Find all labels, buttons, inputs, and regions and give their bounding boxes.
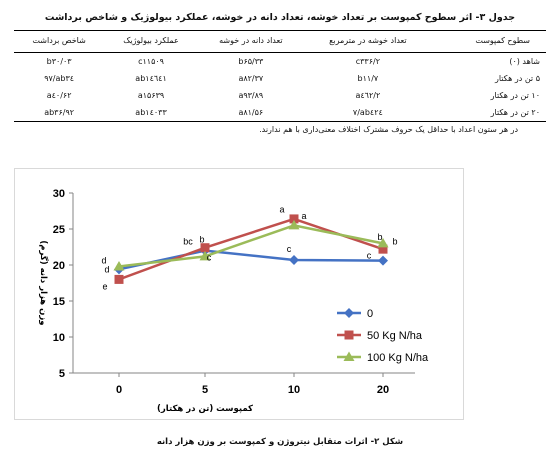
y-tick-label: 20 <box>53 260 65 272</box>
y-axis-label: وزن هزار دانه (گرم) <box>38 240 49 325</box>
table-cell: a٤٦۲/۲ <box>355 90 381 100</box>
significance-letter: c <box>287 244 292 254</box>
table-cell: ab۳٤/۹۷ <box>44 73 75 83</box>
results-table: سطوح کمپوست تعداد خوشه در مترمربع تعداد … <box>14 30 546 122</box>
significance-letter: e <box>102 281 107 291</box>
data-point <box>199 250 211 261</box>
y-tick-label: 5 <box>59 368 65 380</box>
data-point <box>114 274 124 284</box>
figure-caption: شکل ۲- اثرات متقابل نیتروژن و کمپوست بر … <box>156 437 404 447</box>
legend-label: 50 Kg N/ha <box>367 330 423 342</box>
x-tick-label: 0 <box>116 384 122 396</box>
data-point <box>378 244 388 254</box>
table-cell: a۹۳/۸۹ <box>238 90 264 100</box>
data-point <box>200 243 210 253</box>
table-cell: b۱۱/۷ <box>357 73 379 83</box>
table-row: ۲۰ تن در هکتار ab٤۲٤/۷ a۸۱/۵۶ ab۱٤۰۳۳ ab… <box>14 104 546 122</box>
legend-marker <box>344 308 354 318</box>
y-tick-label: 15 <box>53 296 65 308</box>
table-header-cell: شاخص برداشت <box>14 30 105 53</box>
table-cell: c۱۱۵۰۹ <box>138 56 164 66</box>
series-line <box>118 249 384 271</box>
table-cell: ab٤۲٤/۷ <box>303 104 432 122</box>
table-header-cell: تعداد دانه در خوشه <box>197 30 304 53</box>
significance-letter: bc <box>183 237 193 247</box>
table-cell: شاهد (۰) <box>509 56 540 66</box>
table-cell: ۱۰ تن در هکتار <box>490 90 540 100</box>
table-cell: a٤۰/۶۲ <box>46 90 72 100</box>
table-cell: ۵ تن در هکتار <box>494 73 540 83</box>
table-header-cell: عملکرد بیولوژیک <box>104 30 198 53</box>
table-cell: a۸۲/۳۷ <box>238 73 264 83</box>
y-tick-label: 30 <box>53 188 65 200</box>
table-footnote: در هر ستون اعداد با حداقل یک حروف مشترک … <box>259 125 518 134</box>
table-cell: b۶۵/۳۳ <box>238 56 264 66</box>
x-tick-label: 20 <box>377 384 389 396</box>
data-point <box>289 254 299 265</box>
significance-letter: a <box>279 204 284 214</box>
x-tick-label: 10 <box>288 384 300 396</box>
x-tick-label: 5 <box>202 384 208 396</box>
table-caption: جدول ۳- اثر سطوح کمپوست بر تعداد خوشه، ت… <box>44 12 516 23</box>
data-point <box>377 237 389 248</box>
table-cell: a۱۵۶۳۹ <box>137 90 165 100</box>
table-cell: c۳۳۶/۲ <box>355 56 380 66</box>
significance-letter: b <box>392 236 397 246</box>
table-row: شاهد (۰) c۳۳۶/۲ b۶۵/۳۳ c۱۱۵۰۹ b۳۰/۰۳ <box>14 53 546 71</box>
significance-letter: d <box>101 255 106 265</box>
series-line <box>118 217 384 281</box>
legend-label: 0 <box>367 308 373 320</box>
table-header-cell: تعداد خوشه در مترمربع <box>303 30 432 53</box>
legend-marker <box>344 330 354 340</box>
table-cell: ab۱٤۰۳۳ <box>104 104 198 122</box>
table-cell: ab۳۶/۹۲ <box>14 104 105 122</box>
significance-letter: c <box>207 252 212 262</box>
table-cell: ab۱٤٦٤۱ <box>135 73 167 83</box>
data-point <box>378 255 388 266</box>
table-row: ۱۰ تن در هکتار a٤٦۲/۲ a۹۳/۸۹ a۱۵۶۳۹ a٤۰/… <box>14 87 546 104</box>
significance-letter: d <box>104 264 109 274</box>
y-tick-label: 25 <box>53 224 65 236</box>
y-tick-label: 10 <box>53 332 65 344</box>
data-point <box>113 260 125 271</box>
significance-letter: a <box>301 211 306 221</box>
data-point <box>288 219 300 230</box>
table-cell: b۳۰/۰۳ <box>46 56 72 66</box>
legend-label: 100 Kg N/ha <box>367 352 429 364</box>
table-cell: ۲۰ تن در هکتار <box>431 104 546 122</box>
table-header-cell: سطوح کمپوست <box>431 30 546 53</box>
chart-frame: 5 10 15 20 25 30 0 5 10 20 کمپوست (تن در هکتار) وزن… <box>14 168 464 420</box>
line-chart: 5 10 15 20 25 30 0 5 10 20 کمپوست (تن در هکتار) وزن… <box>38 188 429 414</box>
table-cell: a۸۱/۵۶ <box>197 104 304 122</box>
data-point <box>289 214 299 224</box>
significance-letter: b <box>199 235 204 245</box>
table-row: ۵ تن در هکتار b۱۱/۷ a۸۲/۳۷ ab۱٤٦٤۱ ab۳٤/… <box>14 70 546 87</box>
series-line <box>118 224 384 268</box>
x-axis-label: کمپوست (تن در هکتار) <box>157 404 253 414</box>
significance-letter: c <box>367 251 372 261</box>
legend-marker <box>343 351 355 361</box>
significance-letter: b <box>377 232 382 242</box>
table-header-row: سطوح کمپوست تعداد خوشه در مترمربع تعداد … <box>14 30 546 53</box>
